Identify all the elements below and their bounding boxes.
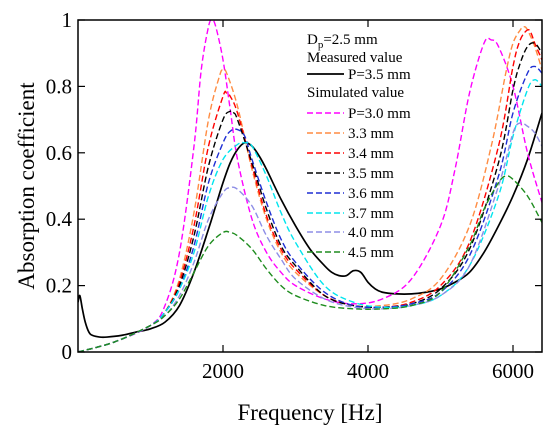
series-line-6 bbox=[78, 79, 542, 352]
x-tick-label: 2000 bbox=[202, 359, 244, 383]
legend-label: 3.4 mm bbox=[348, 146, 394, 162]
legend-label: 3.7 mm bbox=[348, 206, 394, 222]
y-tick-label: 0 bbox=[62, 340, 73, 364]
legend-measured-heading: Measured value bbox=[307, 50, 403, 66]
series-line-3 bbox=[78, 28, 542, 352]
x-tick-label: 4000 bbox=[347, 359, 389, 383]
y-tick-label: 0.4 bbox=[46, 207, 73, 231]
ticks-layer: 2000 4000 6000 0 0.2 0.4 0.6 0.8 1 bbox=[46, 8, 542, 383]
series-line-5 bbox=[78, 65, 542, 352]
plot-frame bbox=[77, 19, 543, 353]
legend-label: 3.3 mm bbox=[348, 126, 394, 142]
legend-simulated-heading: Simulated value bbox=[307, 85, 404, 101]
legend-label: 4.5 mm bbox=[348, 245, 394, 261]
y-tick-label: 1 bbox=[62, 8, 73, 32]
x-tick-label: 6000 bbox=[492, 359, 534, 383]
legend-label: 4.0 mm bbox=[348, 225, 394, 241]
y-axis-title: Absorption coefficient bbox=[14, 82, 39, 290]
y-tick-label: 0.8 bbox=[46, 74, 72, 98]
y-tick-label: 0.2 bbox=[46, 274, 72, 298]
series-line-7 bbox=[78, 121, 542, 352]
series-line-8 bbox=[78, 175, 542, 352]
legend-label: P=3.0 mm bbox=[348, 106, 411, 122]
series-line-4 bbox=[78, 42, 542, 352]
y-tick-label: 0.6 bbox=[46, 141, 72, 165]
legend-label: P=3.5 mm bbox=[348, 67, 411, 83]
legend-label: 3.6 mm bbox=[348, 186, 394, 202]
series-line-0 bbox=[78, 112, 542, 339]
series-line-1 bbox=[78, 20, 542, 352]
legend-header: Dp=2.5 mm bbox=[307, 32, 378, 51]
series-layer bbox=[78, 20, 542, 352]
legend-label: 3.5 mm bbox=[348, 166, 394, 182]
x-axis-title: Frequency [Hz] bbox=[238, 400, 383, 425]
series-line-2 bbox=[78, 25, 542, 352]
